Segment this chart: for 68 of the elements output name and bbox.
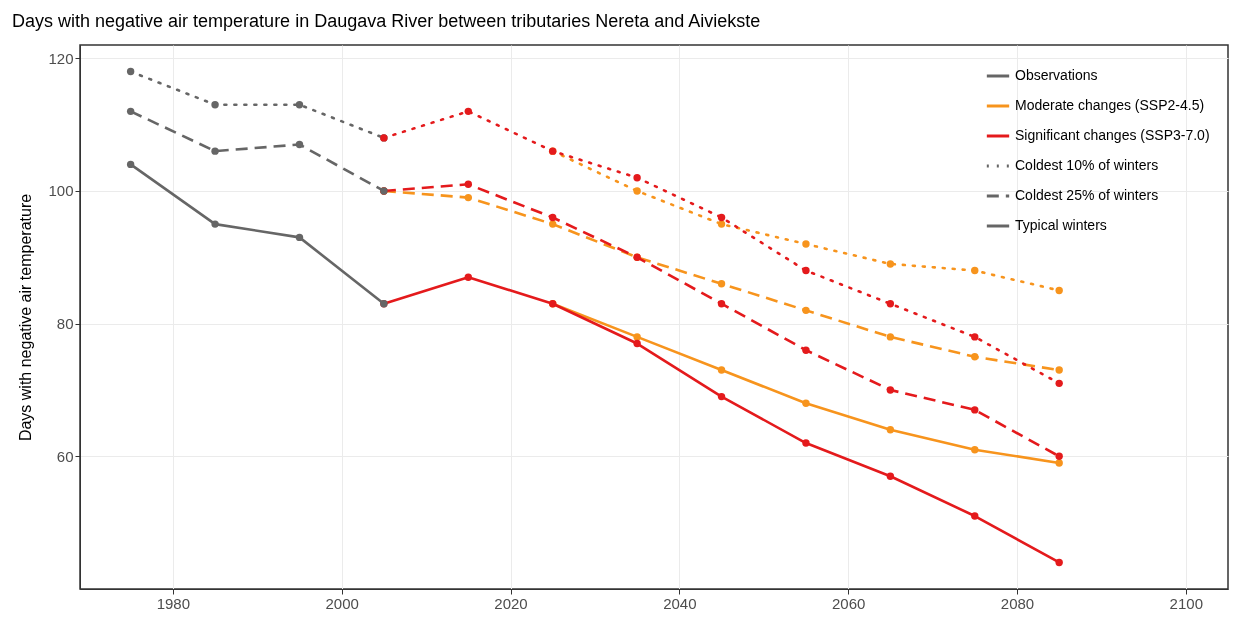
legend-label: Observations [1015, 67, 1098, 83]
point [802, 306, 810, 315]
legend-label: Moderate changes (SSP2-4.5) [1015, 97, 1205, 113]
point [886, 300, 895, 308]
y-tick-label: 80 [56, 315, 74, 333]
point [886, 472, 895, 480]
point [802, 399, 810, 407]
point [886, 386, 895, 394]
y-tick-label: 100 [48, 182, 74, 200]
point [971, 445, 979, 454]
point [802, 266, 810, 275]
x-tick-label: 2000 [325, 594, 359, 612]
point [971, 406, 979, 414]
point [211, 220, 219, 228]
point [633, 187, 641, 195]
point [886, 333, 895, 341]
point [717, 213, 726, 222]
point [464, 193, 472, 202]
point [464, 107, 472, 116]
x-tick-label: 2060 [831, 594, 866, 612]
point [886, 260, 895, 268]
point [1055, 558, 1063, 567]
x-tick-label: 2100 [1169, 594, 1203, 612]
point [126, 160, 135, 169]
point [126, 107, 135, 116]
point [464, 180, 472, 189]
point [211, 147, 219, 155]
y-tick-label: 60 [56, 447, 74, 465]
point [971, 266, 979, 275]
point [1055, 452, 1063, 461]
point [802, 346, 810, 354]
point [802, 240, 810, 248]
x-tick-label: 2040 [663, 594, 697, 612]
point [549, 213, 557, 222]
point [211, 101, 219, 109]
point [1055, 379, 1063, 388]
point [971, 512, 979, 520]
point [971, 353, 979, 361]
point [717, 280, 726, 288]
x-tick-label: 1980 [156, 594, 191, 612]
point [717, 300, 726, 308]
point [1055, 286, 1063, 295]
point [971, 333, 979, 341]
point [717, 366, 726, 374]
point [295, 140, 304, 149]
point [1055, 459, 1063, 467]
legend-label: Coldest 10% of winters [1015, 157, 1159, 173]
point [717, 392, 726, 401]
x-tick-label: 2080 [1000, 594, 1035, 612]
point [717, 220, 726, 228]
legend-label: Coldest 25% of winters [1015, 187, 1159, 203]
point [802, 439, 810, 447]
point [633, 173, 641, 182]
point [295, 101, 304, 109]
point [126, 67, 135, 76]
legend-label: Significant changes (SSP3-7.0) [1015, 127, 1210, 143]
y-tick-label: 120 [48, 49, 74, 67]
chart-title: Days with negative air temperature in Daugava River between tributaries Nereta and Aiviekste [12, 11, 761, 31]
point [633, 339, 641, 348]
point [295, 233, 304, 242]
point [464, 273, 472, 281]
point [1055, 366, 1063, 374]
point [549, 220, 557, 228]
point [886, 426, 895, 434]
annotation: Typical winters [1015, 217, 1107, 233]
point [633, 333, 641, 341]
y-axis-title: Days with negative air temperature [17, 193, 35, 442]
x-tick-label: 2020 [494, 594, 528, 612]
